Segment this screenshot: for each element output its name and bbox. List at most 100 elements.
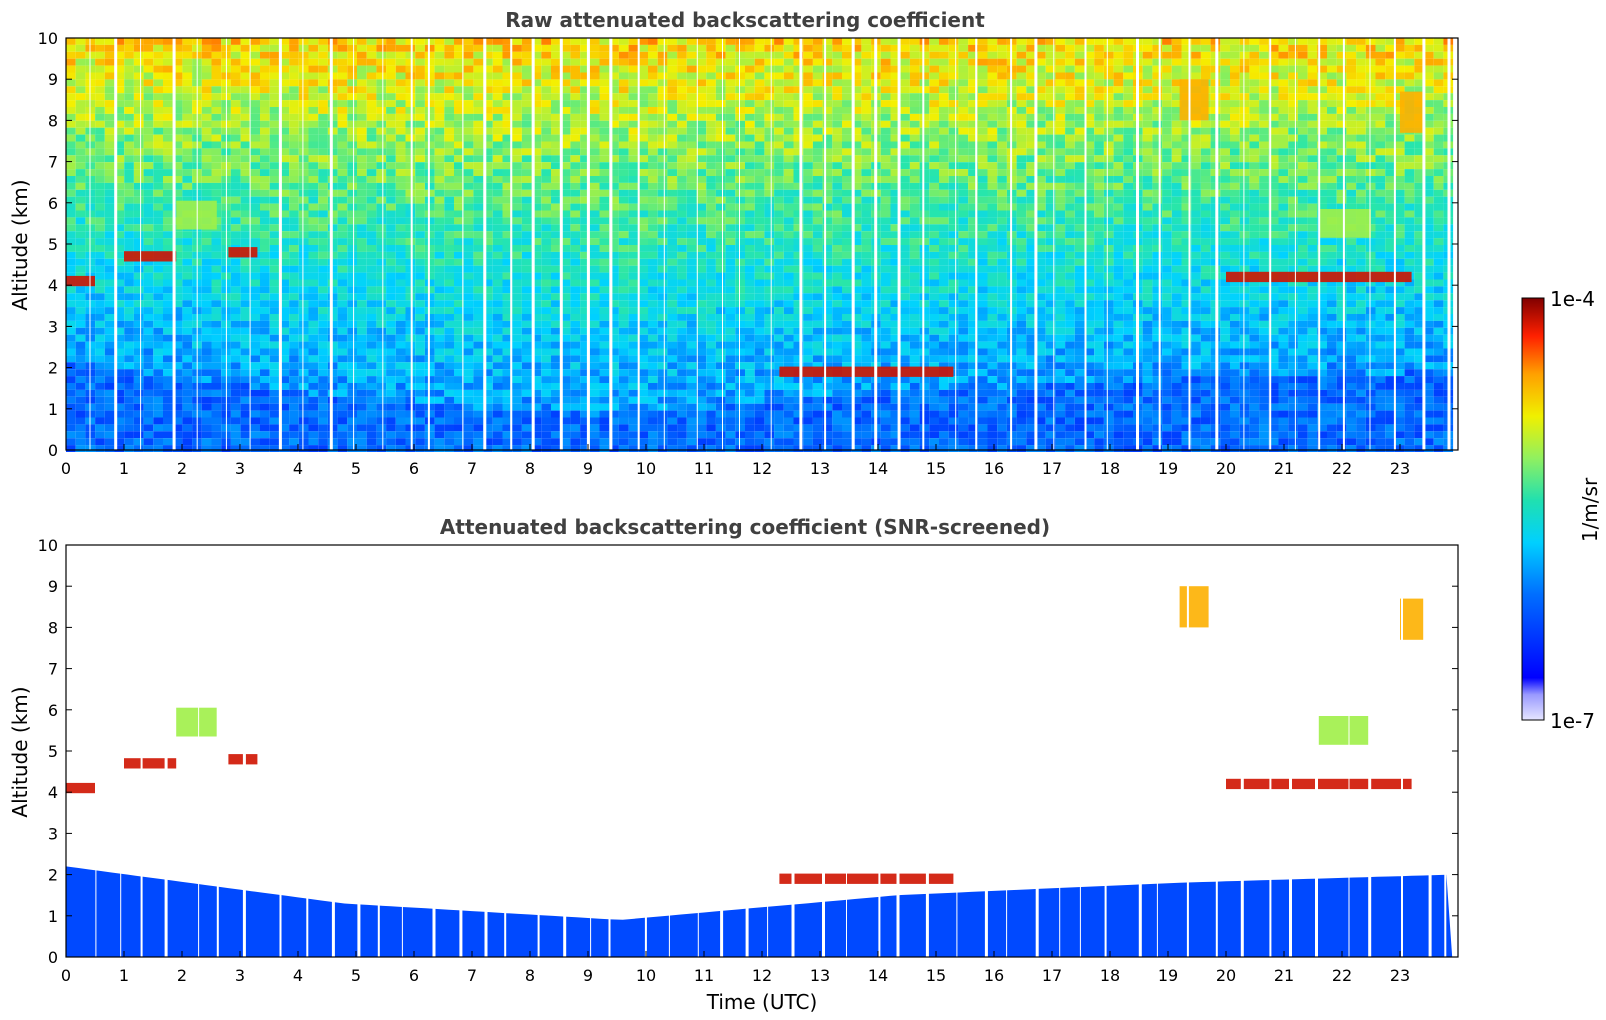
background-cell [531, 431, 542, 439]
background-cell [415, 417, 425, 425]
background-cell [143, 65, 154, 73]
background-cell [337, 348, 348, 356]
background-cell [686, 327, 697, 335]
background-cell [163, 176, 173, 183]
background-cell [667, 196, 678, 204]
background-cell [735, 445, 745, 452]
background-cell [463, 100, 474, 107]
background-cell [735, 320, 745, 328]
background-cell [832, 134, 842, 142]
background-cell [201, 431, 212, 439]
background-cell [686, 196, 697, 204]
background-cell [250, 72, 260, 80]
background-cell [415, 231, 425, 239]
background-cell [589, 113, 600, 121]
background-cell [163, 445, 173, 452]
background-cell [172, 141, 183, 149]
background-cell [764, 348, 775, 356]
background-cell [95, 424, 105, 432]
background-cell [589, 65, 600, 73]
background-cell [696, 369, 707, 377]
background-cell [463, 107, 474, 114]
background-cell [551, 113, 561, 121]
background-cell [725, 362, 736, 370]
background-cell [114, 369, 125, 377]
background-cell [434, 107, 445, 114]
background-cell [66, 431, 76, 439]
background-cell [66, 417, 76, 425]
background-cell [648, 127, 658, 135]
background-cell [95, 320, 105, 328]
background-cell [803, 307, 813, 314]
background-cell [114, 79, 125, 87]
background-cell [725, 314, 736, 321]
background-cell [764, 86, 775, 94]
background-cell [492, 251, 503, 259]
background-cell [560, 93, 571, 101]
background-cell [473, 258, 484, 266]
background-cell [686, 286, 697, 294]
background-cell [541, 245, 551, 252]
background-cell [657, 238, 668, 245]
background-cell [66, 341, 76, 349]
background-cell [434, 231, 445, 239]
background-cell [677, 362, 687, 370]
background-cell [521, 176, 532, 183]
background-cell [580, 65, 590, 73]
background-cell [386, 424, 396, 432]
background-cell [240, 431, 251, 439]
background-cell [822, 300, 833, 308]
background-cell [803, 417, 813, 425]
background-cell [153, 51, 163, 59]
background-cell [182, 383, 193, 390]
background-cell [211, 58, 222, 66]
background-cell [648, 162, 658, 170]
background-cell [308, 279, 319, 287]
background-cell [376, 348, 387, 356]
background-cell [599, 72, 610, 80]
background-cell [211, 107, 222, 114]
background-cell [677, 100, 687, 107]
background-cell [580, 210, 590, 218]
background-cell [783, 300, 794, 308]
background-cell [657, 203, 668, 211]
background-cell [95, 445, 105, 452]
background-cell [842, 279, 852, 287]
background-cell [512, 51, 522, 59]
background-cell [861, 86, 872, 94]
background-cell [454, 258, 464, 266]
background-cell [599, 38, 610, 45]
background-cell [706, 320, 716, 328]
background-cell [386, 182, 396, 190]
background-cell [812, 182, 823, 190]
background-cell [628, 265, 639, 273]
background-cell [172, 176, 183, 183]
background-cell [842, 217, 852, 225]
background-cell [483, 238, 493, 245]
background-cell [395, 155, 406, 163]
background-cell [405, 196, 416, 204]
background-cell [260, 203, 270, 211]
background-cell [483, 231, 493, 239]
background-cell [677, 389, 687, 397]
background-cell [570, 203, 581, 211]
background-cell [337, 231, 348, 239]
background-cell [812, 134, 823, 142]
background-cell [764, 107, 775, 114]
background-cell [357, 93, 367, 101]
background-cell [279, 431, 290, 439]
background-cell [531, 155, 542, 163]
background-cell [551, 272, 561, 280]
background-cell [124, 100, 134, 107]
background-cell [172, 376, 183, 383]
background-cell [541, 93, 551, 101]
background-cell [686, 217, 697, 225]
background-cell [473, 307, 484, 314]
background-cell [454, 58, 464, 66]
background-cell [551, 376, 561, 383]
background-cell [415, 376, 425, 383]
background-cell [706, 100, 716, 107]
background-cell [686, 424, 697, 432]
background-cell [473, 134, 484, 142]
background-cell [163, 369, 173, 377]
